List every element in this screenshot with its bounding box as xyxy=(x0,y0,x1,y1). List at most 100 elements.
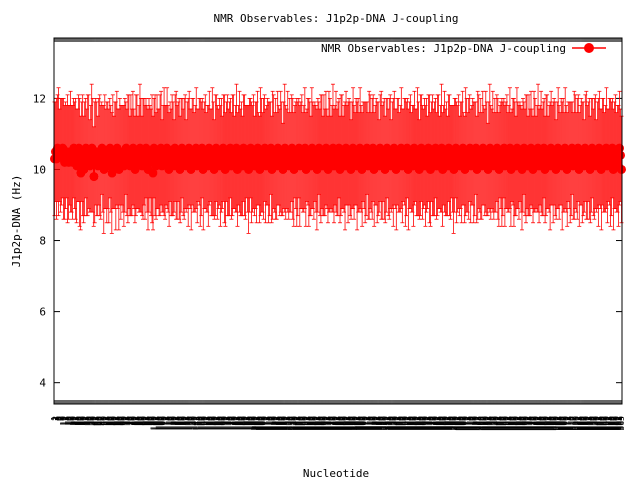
x-tick-label: 39 xyxy=(88,416,97,426)
x-tick-label: 322 xyxy=(373,416,382,431)
x-tick-label: 385 xyxy=(436,416,445,431)
x-tick-label: 264 xyxy=(314,416,323,431)
x-tick-label: 301 xyxy=(352,416,361,431)
x-tick-label: 507 xyxy=(559,416,568,431)
x-tick-label: 483 xyxy=(535,416,544,431)
x-tick-label: 247 xyxy=(297,416,306,431)
x-tick-label: 435 xyxy=(486,416,495,431)
x-tick-label: 231 xyxy=(281,416,290,431)
x-tick-label: 18 xyxy=(67,416,76,426)
x-tick-label: 559 xyxy=(611,416,620,431)
x-tick-label: 108 xyxy=(158,416,167,431)
x-tick-label: 101 xyxy=(151,416,160,431)
x-tick-label: 182 xyxy=(232,416,241,431)
legend: NMR Observables: J1p2p-DNA J-coupling xyxy=(321,42,606,55)
x-tick-label: 372 xyxy=(423,416,432,431)
x-tick-label: 80 xyxy=(129,416,138,426)
x-tick-label: 544 xyxy=(596,416,605,431)
x-tick-label: 469 xyxy=(520,416,529,431)
x-tick-label: 17 xyxy=(66,416,75,426)
x-tick-label: 87 xyxy=(136,416,145,426)
x-tick-label: 375 xyxy=(426,416,435,431)
x-tick-label: 46 xyxy=(95,416,104,426)
x-tick-label: 275 xyxy=(325,416,334,431)
x-tick-label: 410 xyxy=(461,416,470,431)
x-tick-label: 543 xyxy=(595,416,604,431)
x-tick-label: 389 xyxy=(440,416,449,431)
x-tick-label: 323 xyxy=(374,416,383,431)
x-tick-label: 192 xyxy=(242,416,251,431)
x-tick-label: 229 xyxy=(279,416,288,431)
x-tick-label: 500 xyxy=(552,416,561,431)
x-tick-label: 351 xyxy=(402,416,411,431)
x-tick-label: 489 xyxy=(541,416,550,431)
x-tick-label: 206 xyxy=(256,416,265,431)
x-tick-label: 553 xyxy=(605,416,614,431)
x-tick-label: 43 xyxy=(92,416,101,426)
x-tick-label: 106 xyxy=(156,416,165,431)
x-tick-label: 392 xyxy=(443,416,452,431)
x-tick-label: 468 xyxy=(519,416,528,431)
x-tick-label: 166 xyxy=(216,416,225,431)
x-tick-label: 115 xyxy=(165,416,174,431)
x-tick-label: 41 xyxy=(90,416,99,426)
x-tick-label: 518 xyxy=(570,416,579,431)
x-tick-label: 36 xyxy=(85,416,94,426)
x-tick-label: 273 xyxy=(323,416,332,431)
x-tick-label: 205 xyxy=(255,416,264,431)
x-tick-label: 433 xyxy=(484,416,493,431)
x-tick-label: 348 xyxy=(399,416,408,431)
x-tick-label: 95 xyxy=(145,416,154,426)
x-tick-label: 118 xyxy=(168,416,177,431)
x-tick-label: 376 xyxy=(427,416,436,431)
x-tick-label: 388 xyxy=(439,416,448,431)
x-tick-label: 277 xyxy=(327,416,336,431)
x-tick-label: 474 xyxy=(526,416,535,431)
x-tick-label: 353 xyxy=(404,416,413,431)
x-tick-label: 26 xyxy=(75,416,84,426)
x-tick-label: 68 xyxy=(117,416,126,426)
x-tick-label: 177 xyxy=(227,416,236,431)
x-tick-label: 260 xyxy=(310,416,319,431)
x-tick-label: 213 xyxy=(263,416,272,431)
x-tick-label: 44 xyxy=(93,416,102,426)
x-tick-label: 509 xyxy=(561,416,570,431)
x-tick-label: 201 xyxy=(251,416,260,431)
x-tick-label: 549 xyxy=(601,416,610,431)
x-tick-label: 471 xyxy=(522,416,531,431)
x-tick-label: 422 xyxy=(473,416,482,431)
x-tick-label: 478 xyxy=(530,416,539,431)
x-tick-label: 210 xyxy=(260,416,269,431)
x-tick-label: 42 xyxy=(91,416,100,426)
x-tick-label: 164 xyxy=(214,416,223,431)
x-tick-label: 560 xyxy=(612,416,621,431)
x-tick-label: 16 xyxy=(65,416,74,426)
x-tick-label: 427 xyxy=(478,416,487,431)
legend-marker xyxy=(584,43,594,53)
x-tick-label: 482 xyxy=(534,416,543,431)
x-tick-label: 271 xyxy=(321,416,330,431)
x-tick-label: 142 xyxy=(192,416,201,431)
x-tick-label: 479 xyxy=(531,416,540,431)
x-tick-label: 476 xyxy=(528,416,537,431)
x-tick-label: 460 xyxy=(511,416,520,431)
x-tick-label: 171 xyxy=(221,416,230,431)
x-tick-label: 66 xyxy=(115,416,124,426)
x-tick-label: 259 xyxy=(309,416,318,431)
x-tick-label: 473 xyxy=(525,416,534,431)
x-tick-label: 382 xyxy=(433,416,442,431)
x-tick-label: 313 xyxy=(364,416,373,431)
x-tick-label: 116 xyxy=(166,416,175,431)
x-tick-label: 302 xyxy=(353,416,362,431)
x-tick-label: 120 xyxy=(170,416,179,431)
x-tick-label: 441 xyxy=(492,416,501,431)
x-tick-label: 459 xyxy=(510,416,519,431)
x-tick-label: 360 xyxy=(411,416,420,431)
x-tick-label: 85 xyxy=(134,416,143,426)
x-tick-label: 197 xyxy=(247,416,256,431)
x-tick-label: 379 xyxy=(430,416,439,431)
x-tick-label: 291 xyxy=(342,416,351,431)
x-tick-label: 203 xyxy=(253,416,262,431)
x-tick-label: 383 xyxy=(434,416,443,431)
